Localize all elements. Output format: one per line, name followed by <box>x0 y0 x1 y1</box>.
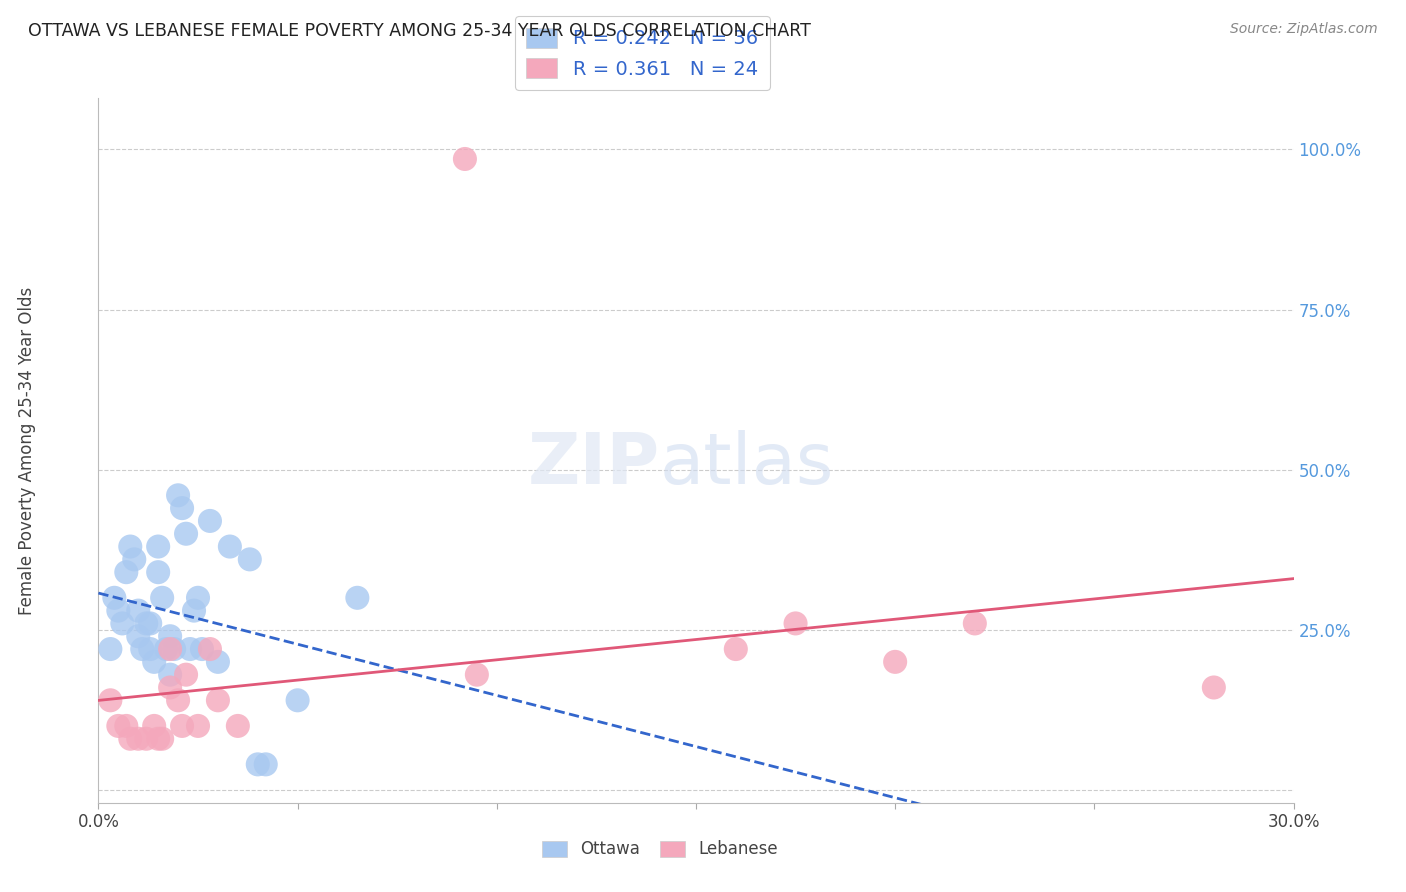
Point <box>159 629 181 643</box>
Point <box>198 514 221 528</box>
Point <box>1202 681 1225 695</box>
Point <box>254 757 277 772</box>
Point <box>139 642 162 657</box>
Text: atlas: atlas <box>661 430 835 499</box>
Point <box>187 719 209 733</box>
Point <box>115 719 138 733</box>
Point <box>159 642 181 657</box>
Text: Source: ZipAtlas.com: Source: ZipAtlas.com <box>1230 22 1378 37</box>
Point <box>148 565 170 579</box>
Point <box>198 642 221 657</box>
Text: OTTAWA VS LEBANESE FEMALE POVERTY AMONG 25-34 YEAR OLDS CORRELATION CHART: OTTAWA VS LEBANESE FEMALE POVERTY AMONG … <box>28 22 811 40</box>
Point <box>135 731 157 746</box>
Point <box>167 488 190 502</box>
Point <box>963 616 986 631</box>
Point <box>785 616 807 631</box>
Point <box>115 565 138 579</box>
Point <box>107 719 129 733</box>
Point <box>148 731 170 746</box>
Point <box>187 591 209 605</box>
Point <box>465 667 488 681</box>
Point <box>207 655 229 669</box>
Point <box>159 681 181 695</box>
Point <box>207 693 229 707</box>
Point <box>191 642 214 657</box>
Point <box>120 540 142 554</box>
Legend: Ottawa, Lebanese: Ottawa, Lebanese <box>536 834 785 865</box>
Point <box>150 591 173 605</box>
Point <box>239 552 262 566</box>
Point <box>183 604 205 618</box>
Point <box>163 642 186 657</box>
Point <box>174 526 197 541</box>
Point <box>127 604 149 618</box>
Point <box>226 719 249 733</box>
Point <box>150 731 173 746</box>
Point <box>135 616 157 631</box>
Point <box>107 604 129 618</box>
Point <box>143 719 166 733</box>
Y-axis label: Female Poverty Among 25-34 Year Olds: Female Poverty Among 25-34 Year Olds <box>18 286 37 615</box>
Point <box>111 616 134 631</box>
Point <box>155 642 177 657</box>
Point <box>124 552 146 566</box>
Point <box>98 693 122 707</box>
Point <box>139 616 162 631</box>
Point <box>167 693 190 707</box>
Point <box>127 731 149 746</box>
Point <box>131 642 153 657</box>
Point <box>174 667 197 681</box>
Point <box>127 629 149 643</box>
Point <box>172 501 194 516</box>
Point <box>287 693 309 707</box>
Point <box>143 655 166 669</box>
Point <box>454 152 477 166</box>
Point <box>246 757 269 772</box>
Point <box>148 540 170 554</box>
Point <box>884 655 907 669</box>
Point <box>120 731 142 746</box>
Point <box>724 642 747 657</box>
Point <box>346 591 368 605</box>
Point <box>179 642 201 657</box>
Point <box>172 719 194 733</box>
Point <box>103 591 125 605</box>
Point <box>98 642 122 657</box>
Point <box>159 667 181 681</box>
Text: ZIP: ZIP <box>527 430 661 499</box>
Point <box>219 540 242 554</box>
